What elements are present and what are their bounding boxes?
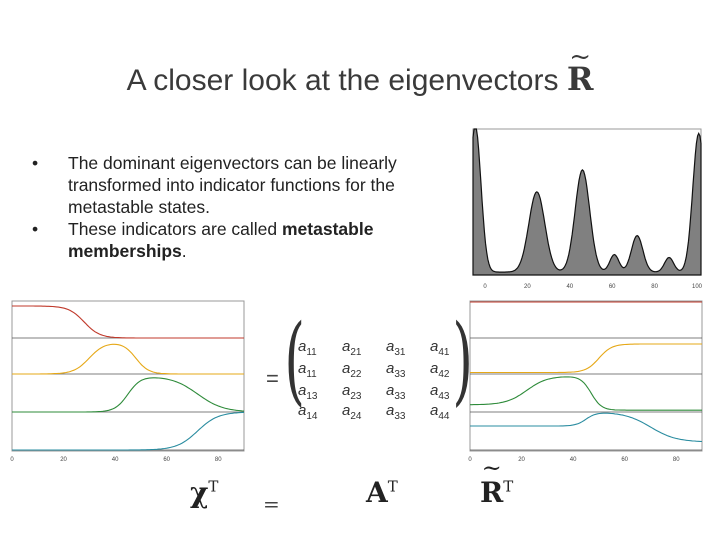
x-tick: 80 bbox=[673, 457, 680, 463]
matrix-cell: a11 bbox=[298, 338, 317, 358]
x-tick: 40 bbox=[112, 457, 119, 463]
a-letter: A bbox=[366, 476, 388, 509]
density-x-tick: 100 bbox=[692, 284, 703, 290]
density-area bbox=[472, 128, 702, 276]
r-tilde-chart: 0 20 40 60 80 bbox=[468, 300, 703, 463]
bullet-list: The dominant eigenvectors can be linearl… bbox=[30, 152, 460, 262]
x-tick: 60 bbox=[621, 457, 628, 463]
bullet-prefix: These indicators are called bbox=[68, 219, 282, 239]
bullet-item: These indicators are called metastable m… bbox=[30, 218, 460, 262]
x-tick: 80 bbox=[215, 457, 222, 463]
r-tilde-x-ticks: 0 20 40 60 80 bbox=[468, 457, 680, 463]
membership-curve bbox=[470, 376, 702, 411]
density-x-tick: 40 bbox=[566, 284, 573, 290]
bullet-text: The dominant eigenvectors can be linearl… bbox=[68, 153, 397, 217]
matrix-cell: a44 bbox=[430, 402, 450, 422]
bottom-equals-text: = bbox=[263, 492, 280, 516]
x-tick: 60 bbox=[163, 457, 170, 463]
r-tilde-transpose-symbol: ~ RT bbox=[480, 454, 514, 509]
r-letter: R bbox=[566, 60, 594, 98]
r-tilde-frame bbox=[469, 300, 703, 452]
matrix-cell: a21 bbox=[342, 338, 362, 358]
r-tilde-baselines bbox=[470, 337, 702, 451]
matrix-right-paren: ) bbox=[452, 304, 474, 416]
title-text: A closer look at the eigenvectors bbox=[126, 64, 559, 97]
chi-letter: χ bbox=[190, 476, 209, 509]
x-tick: 0 bbox=[468, 457, 472, 463]
matrix-left-paren: ( bbox=[284, 304, 306, 416]
x-tick: 0 bbox=[10, 457, 14, 463]
x-tick: 20 bbox=[60, 457, 67, 463]
chi-transpose-symbol: χT bbox=[190, 476, 218, 509]
bottom-equals: = bbox=[263, 492, 280, 516]
membership-curve bbox=[12, 343, 244, 375]
matrix-cell: a13 bbox=[298, 382, 318, 402]
matrix-cell: a33 bbox=[386, 382, 406, 402]
x-tick: 20 bbox=[518, 457, 525, 463]
bullet-suffix: . bbox=[181, 241, 187, 261]
r-tilde-curves bbox=[470, 301, 703, 443]
tilde-mark: ~ bbox=[569, 42, 592, 72]
chi-x-ticks: 0 20 40 60 80 bbox=[10, 457, 222, 463]
matrix-cell: a14 bbox=[298, 402, 318, 422]
matrix-cell: a11 bbox=[298, 360, 317, 380]
membership-curve bbox=[470, 343, 702, 374]
chi-frame bbox=[11, 300, 245, 452]
matrix-cell: a42 bbox=[430, 360, 450, 380]
matrix-cell: a31 bbox=[386, 338, 406, 358]
matrix-cell: a43 bbox=[430, 382, 450, 402]
bullet-item: The dominant eigenvectors can be linearl… bbox=[30, 152, 460, 218]
membership-curve bbox=[470, 412, 703, 443]
matrix-cell: a24 bbox=[342, 402, 362, 422]
r-tilde-sup: T bbox=[503, 477, 514, 496]
slide-title: A closer look at the eigenvectors ~ R bbox=[0, 42, 720, 98]
density-x-tick: 0 bbox=[483, 284, 487, 290]
matrix-cell: a23 bbox=[342, 382, 362, 402]
matrix-equals: = bbox=[266, 366, 279, 391]
bullet-bold: metastable memberships bbox=[68, 219, 374, 261]
density-chart: 0 20 40 60 80 100 bbox=[472, 128, 703, 290]
membership-curve bbox=[12, 305, 244, 339]
density-x-tick: 20 bbox=[524, 284, 531, 290]
chi-curves bbox=[12, 305, 245, 451]
r-tilde-mark: ~ bbox=[481, 454, 502, 482]
density-x-ticks: 0 20 40 60 80 100 bbox=[483, 284, 702, 290]
density-x-tick: 60 bbox=[609, 284, 616, 290]
a-sup: T bbox=[387, 477, 398, 496]
matrix-cell: a22 bbox=[342, 360, 362, 380]
matrix-cell: a33 bbox=[386, 402, 406, 422]
matrix-cell: a33 bbox=[386, 360, 406, 380]
membership-curve bbox=[12, 377, 245, 413]
r-tilde-letter-wrap: ~ R bbox=[480, 454, 504, 509]
x-tick: 40 bbox=[570, 457, 577, 463]
chi-sup: T bbox=[208, 477, 219, 496]
chi-chart: 0 20 40 60 80 bbox=[10, 300, 245, 463]
matrix-cell: a41 bbox=[430, 338, 450, 358]
membership-curve bbox=[12, 411, 245, 451]
r-tilde-letter: R bbox=[480, 476, 504, 509]
density-x-tick: 80 bbox=[651, 284, 658, 290]
r-tilde-symbol: ~ R bbox=[566, 42, 594, 98]
a-transpose-symbol: AT bbox=[366, 476, 398, 509]
